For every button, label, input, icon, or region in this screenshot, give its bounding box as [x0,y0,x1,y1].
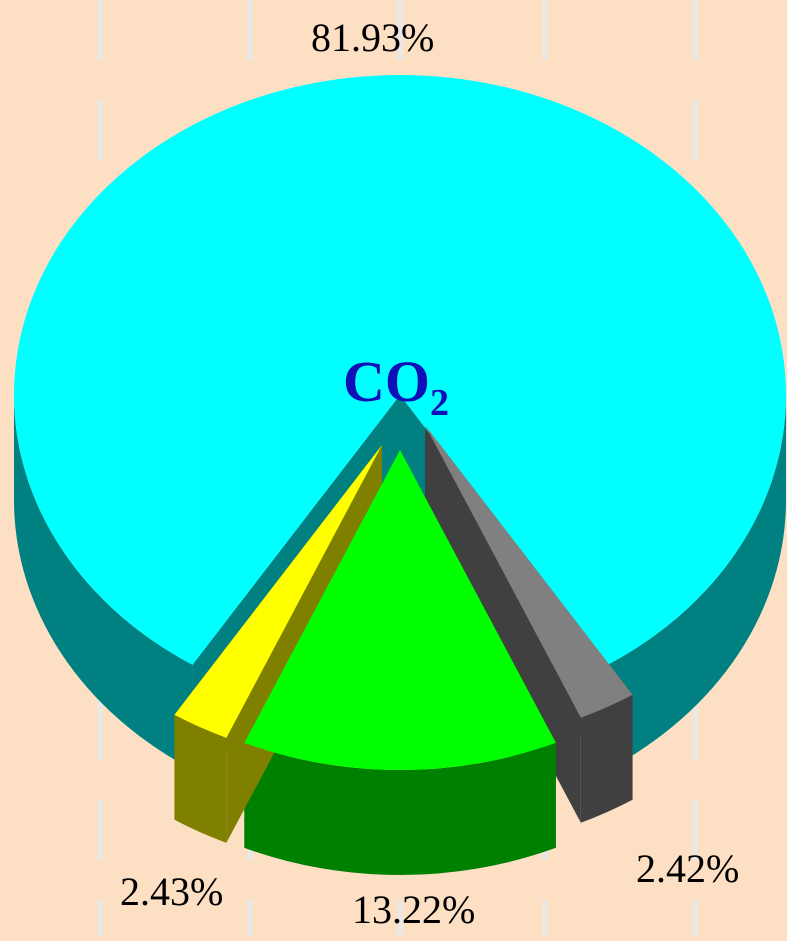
slice-wall-0-0 [14,395,193,770]
slice-top-3 [174,445,382,738]
slice-label-gray: 2.42% [636,846,740,891]
slice-wall-2-0 [244,742,556,875]
slice-top-2 [244,450,556,770]
center-label-co2: CO2 [343,349,449,424]
slice-wall-0-1 [607,395,786,770]
slice-label-green: 13.22% [352,887,476,932]
pie-top-faces [14,75,787,770]
slice-label-co2: 81.93% [311,15,435,60]
slice-top-0 [14,75,787,665]
slice-label-yellow: 2.43% [120,869,224,914]
slice-top-1 [425,425,633,718]
